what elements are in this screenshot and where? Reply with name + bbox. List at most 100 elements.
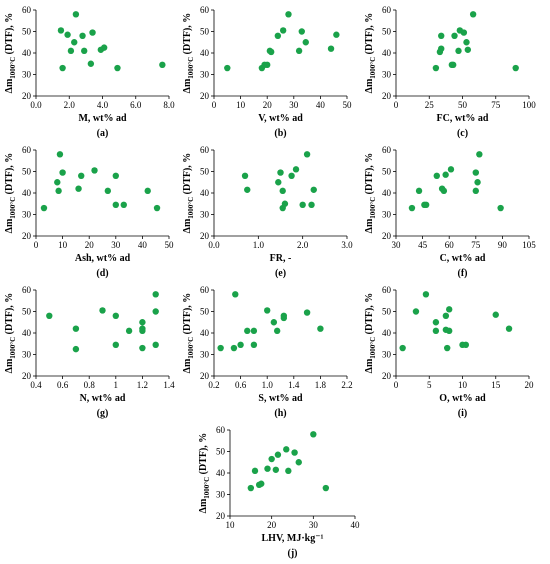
y-tick-label: 60 [382,145,392,155]
x-tick-label: 0.6 [235,380,247,390]
x-tick-label: 3.0 [341,240,353,250]
y-tick-label: 40 [200,48,210,58]
data-point [112,312,120,319]
y-axis-label: Δm1000°C (DTF), % [182,13,195,94]
y-tick-label: 40 [382,328,392,338]
y-axis-label: Δm1000°C (DTF), % [182,293,195,374]
data-point [463,39,470,46]
x-tick-label: 2.0 [297,240,309,250]
data-point [264,307,271,314]
y-tick-label: 50 [22,27,32,37]
panel-b: 20 30 40 50 60 0 10 20 30 40 50 V, wt% ad Δm1000°C (… [182,5,352,139]
panel-letter: (e) [275,268,286,279]
y-tick-label: 40 [382,48,392,58]
data-point [432,64,440,72]
y-label-prefix: Δm [182,358,193,373]
x-tick-label: 0.0 [208,240,220,250]
y-label-subscript: 1000°C [187,337,195,359]
x-tick-label: 0 [394,380,399,390]
x-tick-label: 1.4 [163,380,175,390]
y-axis-label: Δm1000°C (DTF), % [364,13,377,94]
data-point [438,45,445,52]
data-point [280,314,288,322]
y-tick-label: 40 [382,188,392,198]
data-point [78,172,85,179]
data-point [492,311,499,318]
y-tick-label: 50 [382,307,392,317]
data-point [64,31,71,38]
data-point [152,341,159,349]
x-tick-label: 0.4 [30,380,42,390]
x-tick-label: 10 [226,520,236,530]
y-tick-label: 20 [200,231,210,241]
y-tick-label: 50 [200,167,210,177]
data-point [277,169,284,176]
x-tick-label: 0.2 [208,380,219,390]
x-tick-label: 30 [309,520,319,530]
y-label-subscript: 1000°C [9,337,17,359]
data-point [472,187,479,195]
panel-letter: (j) [288,548,298,559]
y-tick-label: 60 [22,285,32,295]
data-point [299,201,306,209]
data-point [310,431,317,438]
data-point [285,11,292,18]
y-tick-label: 40 [22,328,32,338]
y-tick-label: 60 [200,145,210,155]
data-point [153,204,161,212]
x-tick-label: 5 [427,380,432,390]
data-point [275,179,282,186]
data-point [422,201,430,209]
data-point [444,344,451,352]
y-tick-label: 30 [200,70,210,80]
x-tick-label: 0 [394,100,399,110]
panel-letter: (g) [97,408,109,419]
x-axis-label: S, wt% ad [258,393,303,404]
data-point [72,325,80,332]
data-point [71,39,78,46]
y-label-prefix: Δm [182,218,193,233]
panel-letter: (h) [274,408,286,419]
y-label-subscript: 1000°C [9,197,17,219]
panel-h: 20 30 40 50 60 0.2 0.6 1.0 1.4 1.8 2.2 S, wt% ad Δm1… [182,285,353,419]
x-tick-label: 60 [445,240,455,250]
data-point [432,327,440,335]
panel-letter: (c) [457,128,468,139]
data-point [272,466,280,473]
y-label-prefix: Δm [364,78,375,93]
data-point [440,187,448,195]
y-label-subscript: 1000°C [203,477,211,499]
x-tick-label: 40 [316,100,326,110]
x-tick-label: 10 [236,100,246,110]
data-point [59,64,66,72]
y-label-prefix: Δm [4,218,15,233]
x-axis-label: FR, - [270,253,292,264]
x-tick-label: 30 [289,100,299,110]
y-tick-label: 40 [22,188,32,198]
x-tick-label: 105 [522,240,536,250]
y-label-suffix: (DTF), % [182,13,193,57]
y-axis-label: Δm1000°C (DTF), % [4,13,17,94]
x-tick-label: 25 [425,100,435,110]
x-tick-label: 90 [498,240,508,250]
x-tick-label: 20 [525,380,535,390]
x-tick-label: 0.6 [57,380,69,390]
data-point [288,172,295,179]
data-point [120,201,127,209]
data-point [54,179,61,186]
data-point [327,45,335,52]
y-tick-label: 60 [200,285,210,295]
y-tick-label: 50 [22,167,32,177]
panel-letter: (b) [274,128,286,139]
data-point [464,46,472,53]
x-tick-label: 1 [114,380,119,390]
data-point [302,39,309,46]
y-tick-label: 20 [382,91,392,101]
data-point [451,32,458,39]
data-point [273,327,281,335]
data-point [112,341,120,349]
data-point [152,291,159,298]
data-point [81,47,88,55]
